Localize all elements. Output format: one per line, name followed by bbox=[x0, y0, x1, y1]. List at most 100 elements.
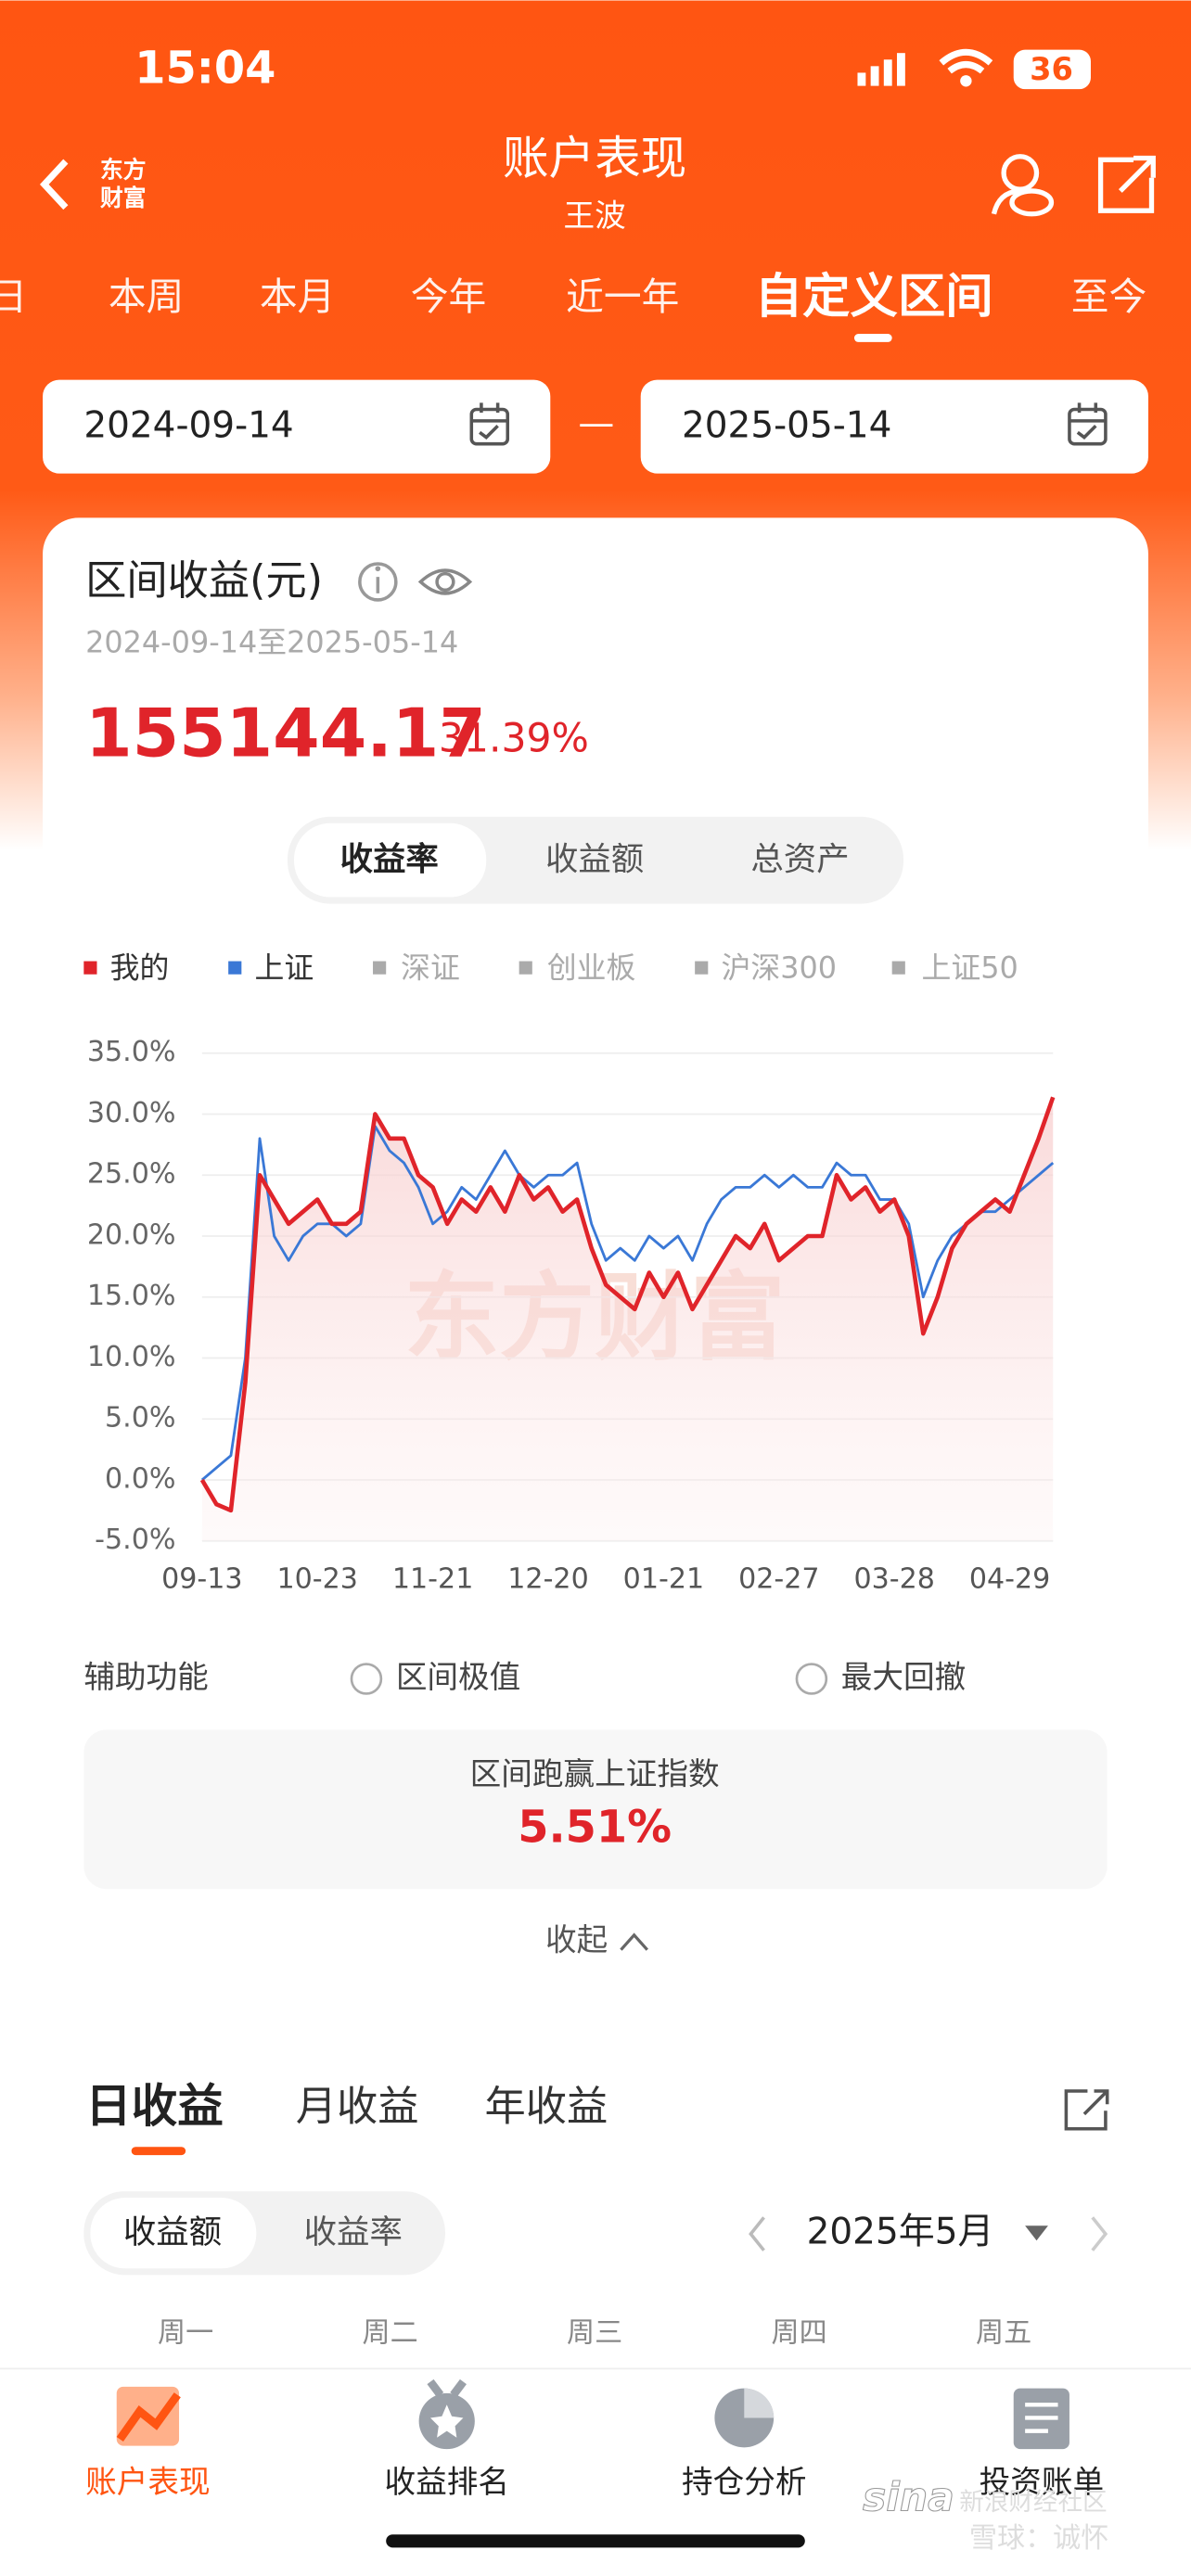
compare-title: 区间跑赢上证指数 bbox=[470, 1755, 720, 1792]
period-tab[interactable]: 日 bbox=[0, 274, 27, 319]
legend-label[interactable]: 我的 bbox=[110, 950, 170, 985]
eye-icon[interactable] bbox=[417, 568, 473, 595]
legend-label[interactable]: 上证50 bbox=[922, 950, 1018, 985]
page-subtitle: 王波 bbox=[563, 198, 625, 234]
end-date: 2025-05-14 bbox=[682, 404, 891, 446]
start-date-box[interactable] bbox=[43, 379, 551, 474]
nav-item[interactable]: 账户表现 bbox=[85, 2464, 211, 2500]
wifi-dot bbox=[960, 75, 972, 87]
period-tab[interactable]: 至今 bbox=[1071, 274, 1146, 319]
chart-toggle-option[interactable]: 总资产 bbox=[750, 841, 849, 879]
daily-toggle-option[interactable]: 收益率 bbox=[304, 2213, 403, 2251]
nav-icon bbox=[418, 2378, 475, 2450]
nav-icon bbox=[116, 2386, 181, 2446]
summary-amount: 155144.17 bbox=[85, 695, 486, 773]
y-tick-label: 20.0% bbox=[87, 1218, 176, 1251]
daily-tab[interactable]: 日收益 bbox=[85, 2079, 224, 2133]
period-tab[interactable]: 近一年 bbox=[566, 274, 679, 319]
radio[interactable] bbox=[350, 1663, 383, 1695]
weekday: 周五 bbox=[976, 2317, 1031, 2350]
x-tick-label: 11-21 bbox=[392, 1563, 473, 1596]
logo-text: 财富 bbox=[100, 185, 147, 211]
aux-option[interactable]: 区间极值 bbox=[396, 1659, 521, 1695]
chart-toggle-option[interactable]: 收益额 bbox=[545, 841, 644, 879]
end-date-box[interactable] bbox=[640, 379, 1148, 474]
weekday: 周一 bbox=[158, 2317, 213, 2350]
signal-icon bbox=[857, 53, 905, 86]
aux-label: 辅助功能 bbox=[83, 1659, 209, 1695]
info-icon[interactable] bbox=[358, 562, 398, 602]
y-tick-label: -5.0% bbox=[95, 1524, 175, 1556]
export-icon[interactable] bbox=[1064, 2089, 1109, 2131]
x-tick-label: 04-29 bbox=[969, 1563, 1050, 1596]
legend-swatch bbox=[891, 961, 905, 975]
nav-icon bbox=[714, 2388, 775, 2448]
x-tick-label: 10-23 bbox=[277, 1563, 358, 1596]
y-tick-label: 5.0% bbox=[105, 1402, 175, 1435]
weekday: 周三 bbox=[567, 2317, 622, 2350]
collapse-button[interactable]: 收起 bbox=[545, 1921, 608, 1958]
month-picker[interactable]: 2025年5月 bbox=[807, 2212, 994, 2253]
daily-toggle-option[interactable]: 收益额 bbox=[123, 2213, 222, 2251]
x-tick-label: 01-21 bbox=[623, 1563, 704, 1596]
y-tick-label: 30.0% bbox=[87, 1097, 176, 1129]
summary-period: 2024-09-14至2025-05-14 bbox=[85, 625, 458, 660]
y-tick-label: 25.0% bbox=[87, 1158, 176, 1191]
area bbox=[201, 1097, 1054, 1541]
legend-swatch bbox=[228, 961, 242, 975]
weekday: 周四 bbox=[772, 2317, 827, 2350]
daily-tab[interactable]: 月收益 bbox=[296, 2084, 419, 2131]
daily-tab[interactable]: 年收益 bbox=[484, 2084, 608, 2131]
legend-label[interactable]: 创业板 bbox=[547, 950, 636, 985]
compare-box bbox=[83, 1729, 1108, 1890]
prev-month[interactable] bbox=[749, 2216, 765, 2251]
period-tab[interactable]: 本月 bbox=[260, 274, 335, 319]
next-month[interactable] bbox=[1091, 2216, 1108, 2251]
battery-level: 36 bbox=[1030, 51, 1073, 87]
calendar-icon bbox=[1068, 402, 1108, 446]
compare-value: 5.51% bbox=[518, 1802, 672, 1853]
nav-item[interactable]: 投资账单 bbox=[980, 2464, 1105, 2500]
radio[interactable] bbox=[795, 1663, 828, 1695]
page-title: 账户表现 bbox=[503, 132, 686, 185]
legend-swatch bbox=[83, 961, 97, 975]
daily-card bbox=[43, 2034, 1148, 2461]
y-tick-label: 35.0% bbox=[87, 1036, 176, 1068]
line bbox=[199, 1096, 1056, 1513]
legend-label[interactable]: 沪深300 bbox=[721, 950, 837, 985]
tab-indicator bbox=[853, 334, 892, 342]
legend-label[interactable]: 上证 bbox=[255, 950, 314, 985]
legend-label[interactable]: 深证 bbox=[401, 950, 460, 985]
wifi-icon bbox=[939, 48, 993, 74]
nav-item[interactable]: 收益排名 bbox=[384, 2464, 509, 2500]
calendar-icon bbox=[469, 402, 510, 446]
nav-icon bbox=[1013, 2388, 1069, 2450]
toggle-active bbox=[294, 823, 487, 898]
y-tick-label: 0.0% bbox=[105, 1462, 175, 1495]
period-tab[interactable]: 自定义区间 bbox=[755, 269, 993, 325]
share-icon[interactable] bbox=[1097, 155, 1156, 213]
x-tick-label: 03-28 bbox=[853, 1563, 934, 1596]
date-separator: — bbox=[578, 403, 614, 445]
period-tab[interactable]: 今年 bbox=[411, 274, 486, 319]
collapse-arrow bbox=[620, 1932, 648, 1951]
account-icon[interactable] bbox=[991, 154, 1055, 217]
summary-title: 区间收益(元) bbox=[85, 557, 323, 605]
weekday: 周二 bbox=[363, 2317, 418, 2350]
daily-toggle-active bbox=[90, 2198, 257, 2269]
period-tab[interactable]: 本周 bbox=[109, 274, 184, 319]
back-button[interactable] bbox=[39, 159, 69, 210]
month-dropdown bbox=[1025, 2225, 1048, 2241]
aux-option[interactable]: 最大回撤 bbox=[841, 1659, 967, 1695]
summary-rate: 31.39% bbox=[439, 717, 589, 762]
chart-toggle-option[interactable]: 收益率 bbox=[340, 841, 439, 879]
y-tick-label: 15.0% bbox=[87, 1280, 176, 1312]
y-tick-label: 10.0% bbox=[87, 1341, 176, 1373]
x-tick-label: 09-13 bbox=[161, 1563, 242, 1596]
overlay-text: 雪球：诚怀 bbox=[969, 2522, 1108, 2555]
overlay-text: 新浪财经社区 bbox=[959, 2488, 1107, 2517]
status-time: 15:04 bbox=[134, 44, 275, 95]
nav-item[interactable]: 持仓分析 bbox=[682, 2464, 807, 2500]
home-indicator bbox=[386, 2534, 805, 2548]
